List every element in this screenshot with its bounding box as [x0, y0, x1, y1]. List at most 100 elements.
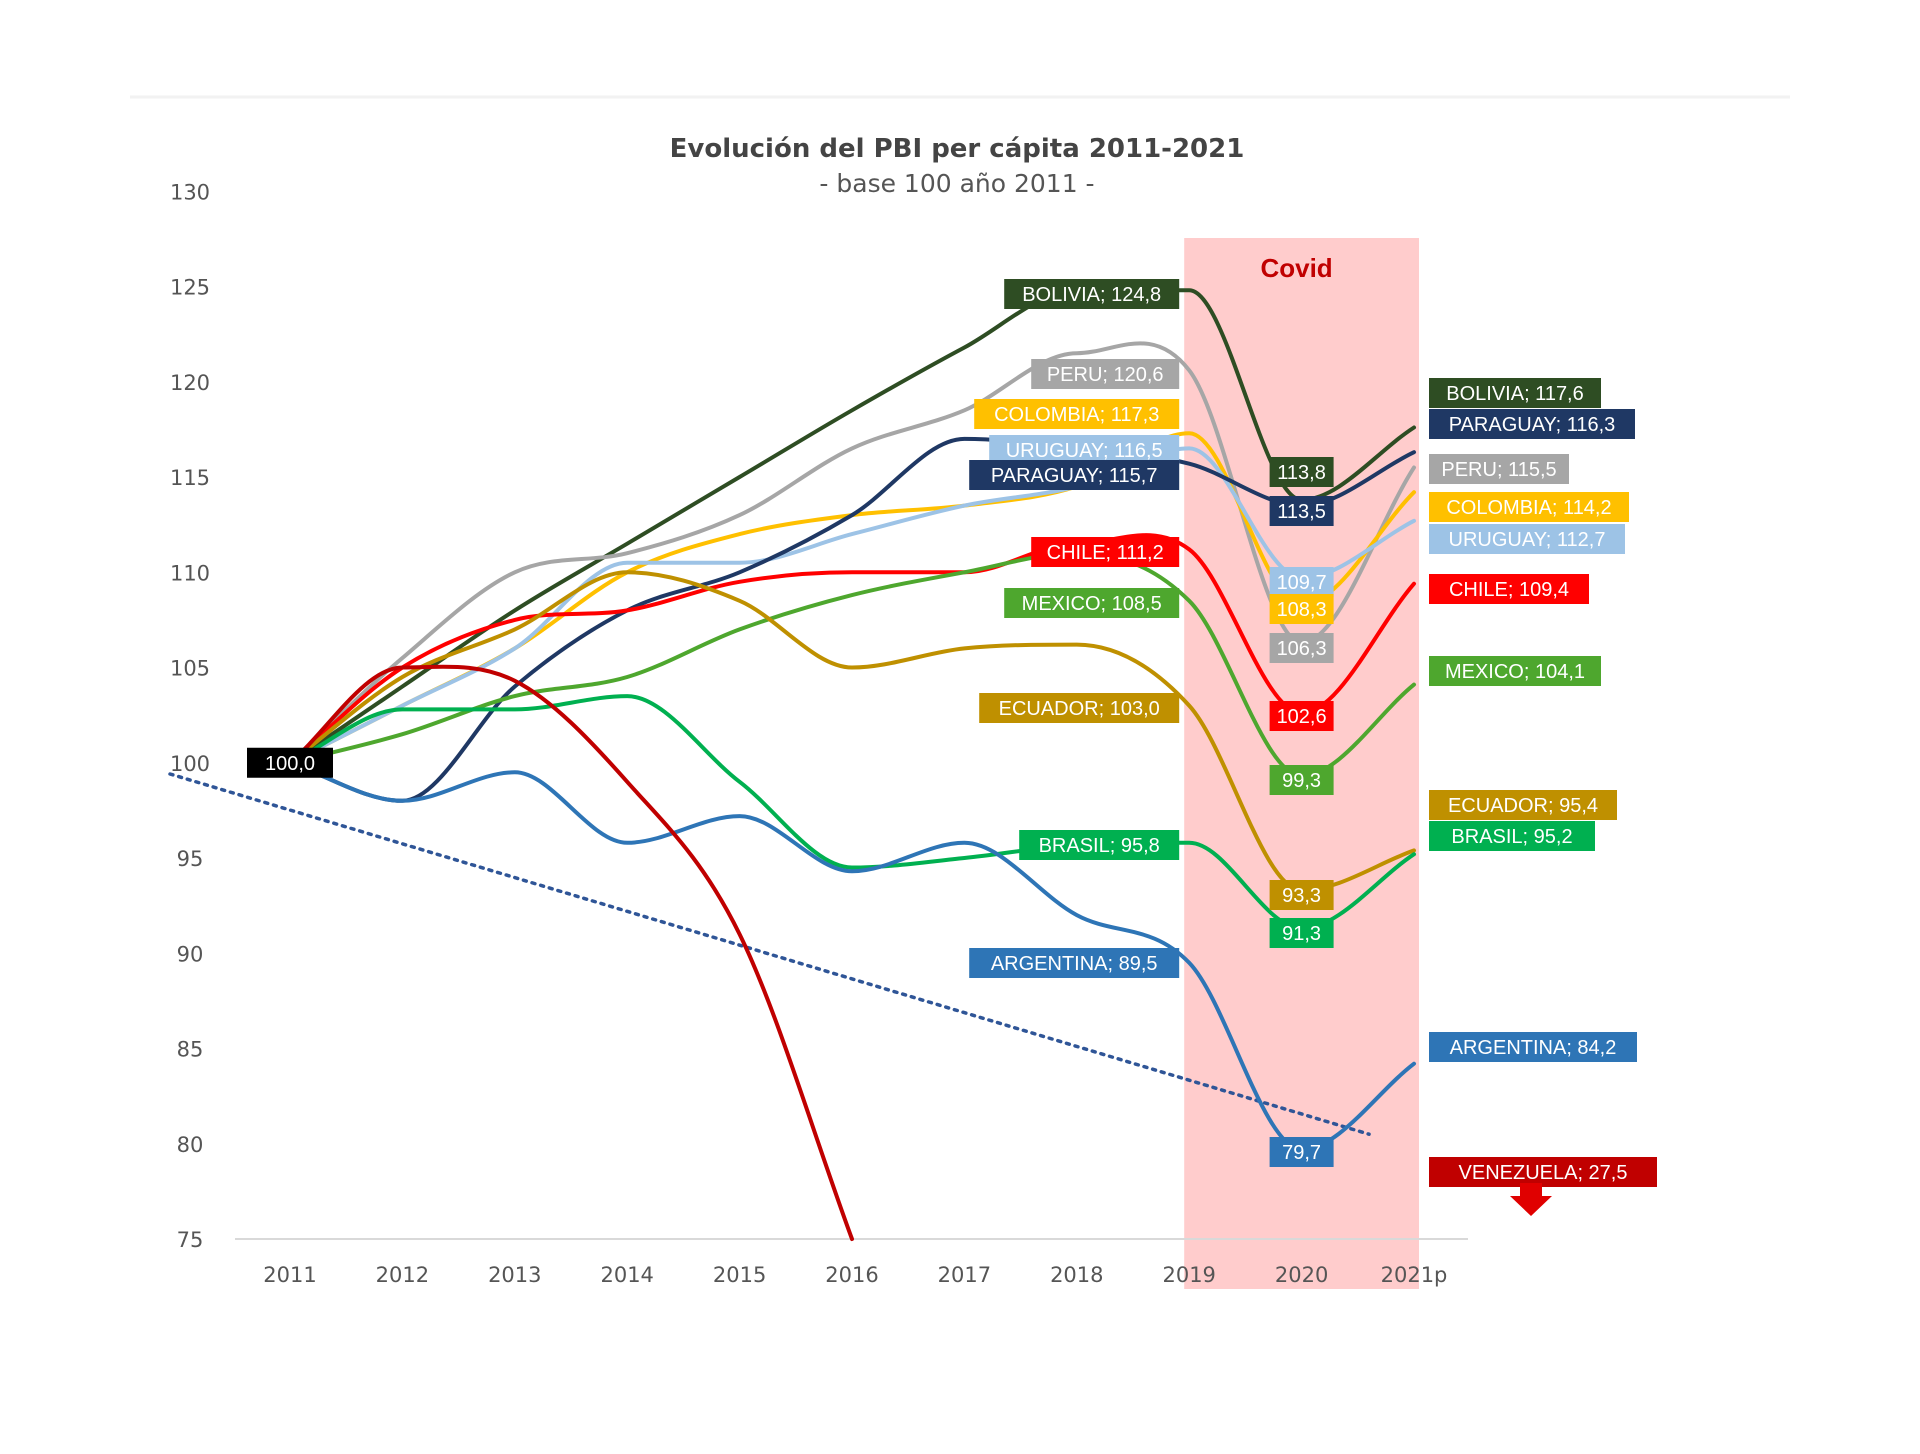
- label-2019-ecuador-box: [979, 693, 1180, 723]
- label-2020-mexico-box: [1269, 765, 1334, 795]
- label-2021-ecuador-box: [1429, 790, 1617, 820]
- label-2019-peru-box: [1031, 359, 1180, 389]
- series-line-mexico: [288, 551, 1416, 779]
- label-2019-paraguay-box: [969, 460, 1180, 490]
- label-2019-colombia: COLOMBIA; 117,3: [994, 404, 1159, 426]
- chart-title: Evolución del PBI per cápita 2011-2021: [670, 134, 1245, 164]
- x-axis: 2011 2012 2013 2014 2015 2016 2017 2018 2019 2020…: [235, 1238, 1468, 1287]
- label-2020-bolivia: 113,8: [1277, 462, 1326, 484]
- label-2020-ecuador-box: [1269, 880, 1334, 910]
- x-tick-label: 2021p: [1381, 1263, 1448, 1287]
- start-label-box: [247, 747, 333, 778]
- label-2020-paraguay-box: [1269, 496, 1334, 526]
- y-tick-label: 130: [170, 180, 210, 204]
- label-2021-uruguay-box: [1429, 524, 1625, 554]
- label-2020-colombia: 108,3: [1277, 599, 1327, 621]
- venezuela-down-arrow: [1510, 1183, 1552, 1216]
- covid-band: Covid: [1184, 238, 1419, 1289]
- label-2021-colombia: COLOMBIA; 114,2: [1446, 497, 1611, 519]
- x-tick-label: 2013: [488, 1263, 541, 1287]
- label-2021-venezuela: VENEZUELA; 27,5: [1459, 1162, 1628, 1184]
- label-2020-uruguay: 109,7: [1277, 572, 1327, 594]
- label-2019-chile-box: [1031, 537, 1180, 567]
- label-2021-chile-box: [1429, 574, 1589, 604]
- series-lines: [288, 288, 1416, 1241]
- label-2021-mexico: MEXICO; 104,1: [1445, 661, 1585, 683]
- series-line-venezuela: [288, 664, 854, 1241]
- label-2019-argentina: ARGENTINA; 89,5: [991, 953, 1158, 975]
- x-tick-label: 2020: [1275, 1263, 1328, 1287]
- covid-label: Covid: [1260, 253, 1332, 283]
- label-2021-paraguay-box: [1429, 409, 1635, 439]
- label-2020-chile: 102,6: [1277, 706, 1327, 728]
- label-2019-brasil: BRASIL; 95,8: [1039, 835, 1160, 857]
- label-2020-argentina-box: [1269, 1137, 1334, 1167]
- series-line-brasil: [288, 694, 1416, 931]
- label-2019-paraguay: PARAGUAY; 115,7: [991, 465, 1158, 487]
- label-2019-colombia-box: [974, 399, 1180, 429]
- label-2021-bolivia: BOLIVIA; 117,6: [1446, 383, 1584, 405]
- label-2020-brasil-box: [1269, 918, 1334, 948]
- y-tick-label: 105: [170, 657, 210, 681]
- label-2021-peru-box: [1429, 454, 1569, 484]
- label-2020-uruguay-box: [1269, 567, 1334, 597]
- label-2021-ecuador: ECUADOR; 95,4: [1448, 795, 1598, 817]
- label-2021-argentina-box: [1429, 1032, 1637, 1062]
- label-2019-bolivia: BOLIVIA; 124,8: [1022, 284, 1161, 306]
- x-tick-label: 2019: [1162, 1263, 1215, 1287]
- series-line-peru: [288, 341, 1416, 765]
- label-2019-mexico: MEXICO; 108,5: [1022, 593, 1162, 615]
- series-line-paraguay: [288, 436, 1416, 803]
- label-2019-argentina-box: [969, 948, 1180, 978]
- y-tick-label: 110: [170, 561, 210, 585]
- covid-band-rect: [1184, 238, 1419, 1289]
- label-2020-chile-box: [1269, 701, 1334, 731]
- x-tick-label: 2017: [938, 1263, 991, 1287]
- y-tick-label: 115: [170, 466, 210, 490]
- label-2021-brasil-box: [1429, 821, 1595, 851]
- label-2019-bolivia-box: [1004, 279, 1180, 309]
- y-axis: 130 125 120 115 110 105 100 95 90 85 80 75: [170, 180, 210, 1252]
- label-2019-brasil-box: [1019, 830, 1180, 860]
- label-2021-peru: PERU; 115,5: [1441, 459, 1556, 481]
- label-2019-uruguay: URUGUAY; 116,5: [1006, 440, 1163, 462]
- label-2019-chile: CHILE; 111,2: [1047, 542, 1164, 564]
- label-2020-ecuador: 93,3: [1282, 885, 1321, 907]
- x-tick-label: 2014: [600, 1263, 653, 1287]
- label-2021-bolivia-box: [1429, 378, 1601, 408]
- label-2021-chile: CHILE; 109,4: [1449, 579, 1569, 601]
- label-2020-colombia-box: [1269, 594, 1334, 624]
- y-tick-label: 90: [177, 942, 204, 966]
- label-2020-peru: 106,3: [1277, 638, 1327, 660]
- y-tick-label: 125: [170, 276, 210, 300]
- trendline: [168, 772, 1371, 1136]
- label-2021-argentina: ARGENTINA; 84,2: [1450, 1037, 1617, 1059]
- x-tick-label: 2015: [713, 1263, 766, 1287]
- label-2020-mexico: 99,3: [1282, 770, 1321, 792]
- data-labels: 100,0 BOLIVIA; 124,8 PERU; 120,6 COLOMBIA; …: [247, 279, 1657, 1216]
- x-tick-label: 2016: [825, 1263, 878, 1287]
- label-2021-uruguay: URUGUAY; 112,7: [1449, 529, 1606, 551]
- label-2020-bolivia-box: [1269, 457, 1334, 487]
- start-label: 100,0: [265, 753, 315, 775]
- label-2019-mexico-box: [1004, 588, 1180, 618]
- chart-subtitle: - base 100 año 2011 -: [819, 169, 1094, 198]
- series-line-chile: [288, 533, 1416, 765]
- label-2020-paraguay: 113,5: [1277, 501, 1326, 523]
- label-2021-mexico-box: [1429, 656, 1601, 686]
- x-tick-label: 2012: [376, 1263, 429, 1287]
- label-2020-argentina: 79,7: [1282, 1142, 1321, 1164]
- x-tick-label: 2018: [1050, 1263, 1103, 1287]
- label-2020-brasil: 91,3: [1282, 923, 1321, 945]
- label-2019-peru: PERU; 120,6: [1047, 364, 1164, 386]
- y-tick-label: 120: [170, 371, 210, 395]
- x-tick-label: 2011: [263, 1263, 316, 1287]
- label-2021-venezuela-box: [1429, 1157, 1657, 1187]
- series-line-argentina: [288, 760, 1416, 1152]
- y-tick-label: 80: [177, 1133, 204, 1157]
- y-tick-label: 100: [170, 752, 210, 776]
- label-2020-peru-box: [1269, 633, 1334, 663]
- label-2021-paraguay: PARAGUAY; 116,3: [1449, 414, 1616, 436]
- series-line-ecuador: [288, 570, 1416, 893]
